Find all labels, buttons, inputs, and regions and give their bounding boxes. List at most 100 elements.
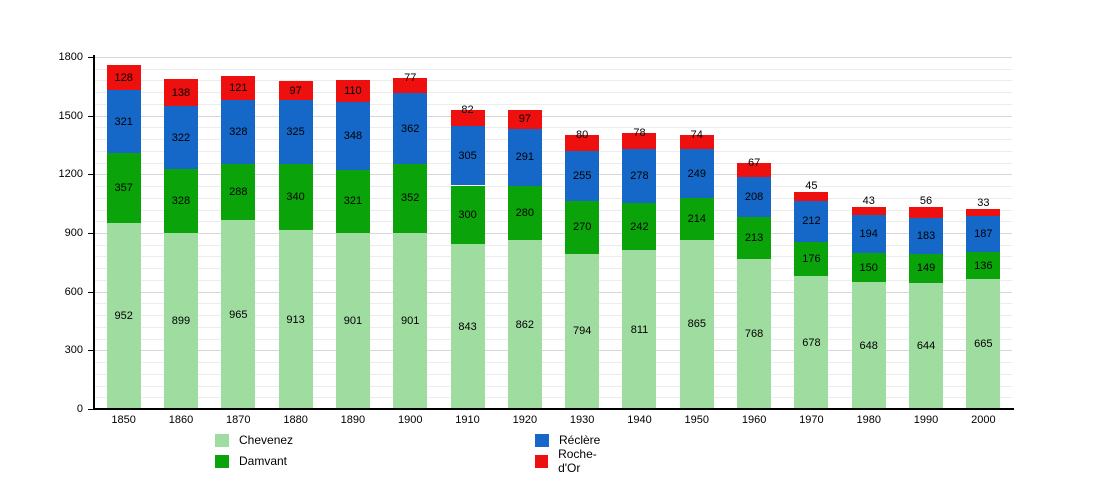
bar-segment-chevenez (278, 230, 313, 409)
segment-value-label: 913 (286, 313, 305, 326)
bar-segment-roche-d-or (278, 81, 313, 101)
bar-segment-damvant (737, 217, 772, 259)
minor-gridline (95, 209, 1012, 211)
y-tick-mark (88, 409, 94, 410)
y-tick-mark (88, 291, 94, 293)
bar-segment-chevenez (622, 250, 657, 409)
minor-gridline (95, 397, 1012, 399)
x-tick-label: 1890 (340, 414, 366, 426)
bar-segment-roche-d-or (163, 79, 198, 107)
legend-item-damvant: Damvant (215, 453, 287, 469)
x-tick-label: 1900 (397, 414, 423, 426)
bar-segment-r-cl-re (393, 93, 428, 164)
bar-segment-r-cl-re (622, 148, 657, 204)
x-tick-label: 1920 (512, 414, 538, 426)
segment-value-label: 862 (515, 318, 535, 331)
bar-segment-chevenez (565, 253, 600, 409)
y-tick-mark (88, 115, 94, 117)
minor-gridline (95, 326, 1012, 328)
segment-value-label: 183 (916, 230, 936, 243)
plot-area: 952 357 321 128 899 328 322 138 965 288 328 121 913 3… (95, 57, 1012, 409)
bar-segment-chevenez (393, 232, 428, 409)
bar-segment-roche-d-or (966, 209, 1001, 216)
bar-segment-r-cl-re (794, 200, 829, 242)
segment-value-label: 278 (630, 169, 649, 182)
segment-value-label: 362 (401, 122, 420, 135)
segment-value-label: 249 (687, 167, 706, 180)
segment-value-label: 121 (229, 81, 248, 94)
x-tick-label: 1980 (856, 414, 881, 426)
bar-segment-r-cl-re (221, 99, 256, 164)
y-tick-label: 300 (64, 344, 83, 357)
segment-value-label: 150 (859, 261, 878, 274)
segment-value-label: 357 (114, 181, 133, 194)
legend-swatch (215, 454, 229, 468)
segment-value-label: 965 (229, 308, 248, 321)
x-axis-line (93, 408, 1014, 410)
x-tick-label: 1930 (569, 414, 595, 426)
segment-value-label: 328 (171, 195, 191, 208)
y-tick-mark (88, 57, 94, 58)
y-tick-mark (88, 233, 94, 234)
segment-value-label: 176 (802, 253, 821, 266)
segment-value-label: 78 (633, 127, 646, 140)
y-axis-line (93, 55, 95, 409)
legend-swatch (215, 433, 229, 447)
segment-value-label: 208 (744, 190, 764, 203)
segment-value-label: 33 (977, 197, 990, 210)
major-gridline (95, 174, 1012, 176)
y-tick-mark (88, 174, 94, 176)
legend-label: Chevenez (239, 433, 294, 447)
minor-gridline (95, 256, 1012, 258)
bar-segment-damvant (393, 163, 428, 233)
bar-segment-chevenez (966, 278, 1001, 409)
bar-segment-damvant (622, 203, 657, 251)
minor-gridline (95, 139, 1012, 141)
bar-segment-chevenez (794, 276, 829, 409)
minor-gridline (95, 197, 1012, 199)
segment-value-label: 348 (343, 130, 363, 142)
segment-value-label: 843 (458, 320, 477, 333)
bar-segment-damvant (679, 198, 714, 240)
bar-segment-chevenez (221, 220, 256, 409)
minor-gridline (95, 186, 1012, 188)
bar-segment-r-cl-re (737, 176, 772, 218)
segment-value-label: 901 (343, 314, 363, 327)
segment-value-label: 74 (690, 128, 703, 141)
bar-segment-damvant (909, 253, 944, 284)
segment-value-label: 80 (576, 129, 589, 142)
minor-gridline (95, 103, 1012, 105)
minor-gridline (95, 221, 1012, 223)
bar-segment-roche-d-or (851, 206, 886, 216)
bar-segment-r-cl-re (163, 106, 198, 170)
legend-item-r-cl-re: Réclère (535, 432, 600, 448)
segment-value-label: 270 (572, 221, 592, 234)
minor-gridline (95, 268, 1012, 270)
segment-value-label: 300 (458, 208, 477, 221)
legend-swatch (535, 454, 549, 468)
bar-segment-roche-d-or (450, 109, 485, 126)
x-tick-label: 1910 (455, 414, 480, 426)
legend-label: Roche-d'Or (558, 447, 597, 475)
segment-value-label: 77 (404, 72, 417, 85)
segment-value-label: 242 (630, 220, 649, 233)
bar-segment-chevenez (335, 232, 370, 409)
segment-value-label: 794 (572, 325, 592, 338)
segment-value-label: 678 (802, 336, 821, 349)
segment-value-label: 194 (859, 227, 878, 240)
bar-segment-r-cl-re (278, 100, 313, 164)
bar-segment-chevenez (737, 258, 772, 409)
bar-segment-chevenez (851, 282, 886, 409)
minor-gridline (95, 127, 1012, 129)
bar-segment-roche-d-or (794, 191, 829, 201)
bar-segment-damvant (163, 169, 198, 234)
bar-segment-damvant (106, 153, 141, 223)
segment-value-label: 865 (687, 318, 706, 331)
legend-label: Réclère (559, 433, 601, 447)
segment-value-label: 138 (171, 86, 191, 99)
segment-value-label: 899 (171, 315, 191, 328)
segment-value-label: 811 (630, 323, 649, 336)
segment-value-label: 305 (458, 149, 477, 162)
bar-segment-roche-d-or (393, 78, 428, 94)
